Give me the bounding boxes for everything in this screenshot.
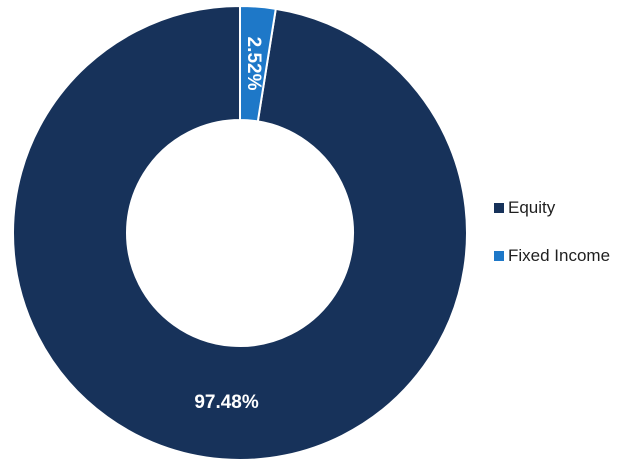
slice-label-fixed-income: 2.52% bbox=[243, 37, 264, 91]
chart-legend: Equity Fixed Income bbox=[494, 196, 610, 292]
legend-label-equity: Equity bbox=[508, 198, 556, 217]
legend-item-equity: Equity bbox=[494, 196, 610, 220]
donut-slices bbox=[12, 4, 468, 461]
slice-equity bbox=[12, 4, 468, 461]
legend-swatch-equity bbox=[494, 203, 504, 213]
slice-fixed-income bbox=[239, 4, 277, 123]
legend-label-fixed-income: Fixed Income bbox=[508, 246, 611, 265]
slice-label-equity: 97.48% bbox=[194, 392, 259, 413]
legend-item-fixed-income: Fixed Income bbox=[494, 244, 610, 268]
legend-swatch-fixed-income bbox=[494, 251, 504, 261]
donut-labels: 97.48% 2.52% bbox=[194, 37, 264, 413]
